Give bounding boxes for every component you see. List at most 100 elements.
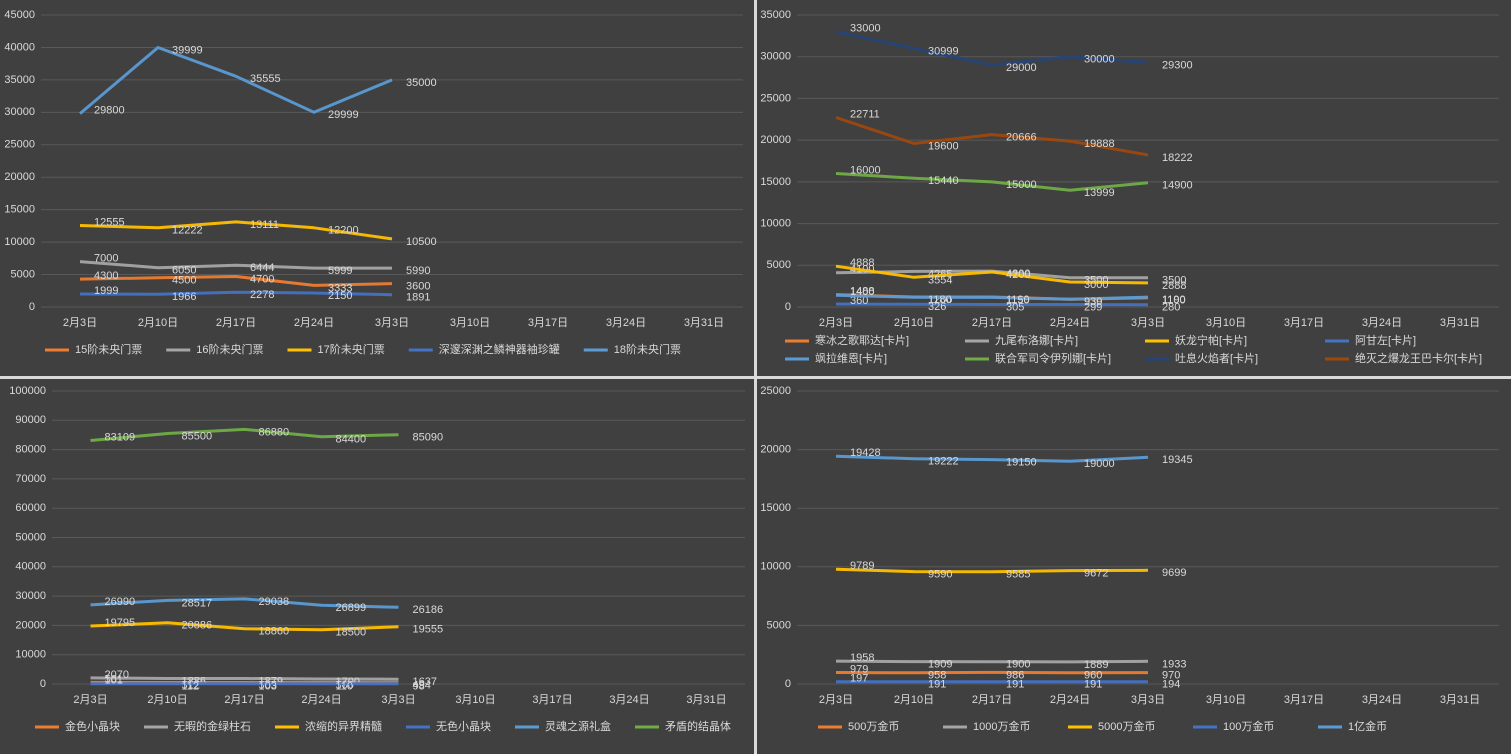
data-label: 12222 <box>172 225 203 237</box>
y-tick-label: 35000 <box>760 9 791 21</box>
data-label: 2888 <box>1162 280 1186 292</box>
data-label: 1190 <box>1162 294 1186 306</box>
legend-label: 17阶未央门票 <box>318 342 385 356</box>
data-label: 9585 <box>1006 569 1030 581</box>
data-label: 6050 <box>172 265 196 277</box>
data-label: 1100 <box>1162 295 1186 307</box>
series-line <box>835 567 1149 574</box>
legend-label: 妖龙宁帕[卡片] <box>1175 333 1247 347</box>
legend-label: 无色小晶块 <box>436 719 491 733</box>
data-label: 9699 <box>1162 567 1186 579</box>
data-label: 12200 <box>328 225 359 237</box>
legend-label: 阿甘左[卡片] <box>1355 334 1416 347</box>
data-label: 3333 <box>328 282 352 294</box>
series-line <box>90 621 399 632</box>
series-line <box>835 293 1149 301</box>
y-tick-label: 25000 <box>4 139 35 151</box>
legend-label: 18阶未央门票 <box>614 342 681 356</box>
data-label: 84400 <box>336 434 367 446</box>
y-tick-label: 0 <box>785 678 791 690</box>
data-label: 2150 <box>328 290 352 302</box>
data-label: 5999 <box>328 265 352 277</box>
data-label: 1958 <box>850 652 874 664</box>
x-tick-label: 3月10日 <box>1206 694 1246 706</box>
x-tick-label: 3月24日 <box>609 694 649 706</box>
data-label: 85500 <box>182 430 213 442</box>
data-label: 2278 <box>250 289 274 301</box>
y-tick-label: 15000 <box>760 176 791 188</box>
y-tick-label: 5000 <box>767 619 791 631</box>
legend-label: 无暇的金绿柱石 <box>174 719 251 733</box>
data-label: 10500 <box>406 236 437 248</box>
data-label: 30999 <box>928 45 959 57</box>
data-label: 979 <box>850 663 868 675</box>
data-label: 19345 <box>1162 454 1193 466</box>
series-line <box>79 46 393 115</box>
data-label: 33000 <box>850 23 881 35</box>
y-tick-label: 10000 <box>760 217 791 229</box>
data-label: 39999 <box>172 44 203 56</box>
x-tick-label: 3月17日 <box>1284 694 1324 706</box>
data-label: 35555 <box>250 73 281 85</box>
x-tick-label: 3月17日 <box>1284 317 1324 329</box>
legend-label: 寒冰之歌耶达[卡片] <box>815 333 909 347</box>
data-label: 13111 <box>250 219 279 231</box>
x-tick-label: 3月10日 <box>1206 317 1246 329</box>
series-line <box>90 427 399 442</box>
data-label: 3554 <box>928 274 952 286</box>
series-line <box>835 30 1149 67</box>
x-tick-label: 3月31日 <box>1440 317 1480 329</box>
data-label: 4300 <box>94 270 118 282</box>
data-label: 305 <box>1006 301 1024 313</box>
data-label: 6444 <box>250 262 274 274</box>
data-label: 1909 <box>928 659 952 671</box>
data-label: 29300 <box>1162 59 1193 71</box>
y-tick-label: 70000 <box>15 473 46 485</box>
legend-label: 联合军司令伊列娜[卡片] <box>995 351 1111 365</box>
x-tick-label: 3月31日 <box>1440 694 1480 706</box>
x-tick-label: 3月3日 <box>381 694 415 706</box>
data-label: 18860 <box>259 626 290 638</box>
data-label: 86880 <box>259 426 290 438</box>
legend-label: 灵魂之源礼盒 <box>545 719 611 733</box>
data-label: 26186 <box>413 604 444 616</box>
data-label: 4888 <box>850 257 874 269</box>
data-label: 15440 <box>928 175 959 187</box>
y-tick-label: 60000 <box>15 502 46 514</box>
data-label: 360 <box>850 295 868 307</box>
y-tick-label: 20000 <box>760 134 791 146</box>
x-tick-label: 2月17日 <box>972 694 1012 706</box>
data-label: 326 <box>928 301 946 313</box>
data-label: 191 <box>928 679 946 691</box>
y-tick-label: 45000 <box>4 9 35 21</box>
data-label: 12555 <box>94 216 125 228</box>
x-tick-label: 3月10日 <box>455 694 495 706</box>
data-label: 986 <box>1006 669 1024 681</box>
x-tick-label: 3月3日 <box>1131 694 1165 706</box>
y-tick-label: 20000 <box>4 171 35 183</box>
y-tick-label: 25000 <box>760 385 791 397</box>
y-tick-label: 15000 <box>760 502 791 514</box>
legend-label: 500万金币 <box>848 719 899 733</box>
series-line <box>835 302 1149 307</box>
series-line <box>835 659 1149 664</box>
data-label: 29800 <box>94 105 125 117</box>
x-tick-label: 3月31日 <box>686 694 726 706</box>
data-label: 103 <box>259 681 277 693</box>
data-label: 299 <box>1084 301 1102 313</box>
series-line <box>79 275 393 287</box>
data-label: 16000 <box>850 164 881 176</box>
legend-label: 5000万金币 <box>1098 719 1155 733</box>
x-tick-label: 3月17日 <box>528 317 568 329</box>
data-label: 9590 <box>928 569 952 581</box>
data-label: 5990 <box>406 265 430 277</box>
data-label: 1180 <box>928 294 952 306</box>
x-tick-label: 2月10日 <box>147 694 187 706</box>
y-tick-label: 80000 <box>15 444 46 456</box>
data-label: 1966 <box>172 291 196 303</box>
legend-label: 1亿金币 <box>1348 719 1387 733</box>
x-tick-label: 2月17日 <box>224 694 264 706</box>
legend-label: 吐息火焰者[卡片] <box>1175 351 1258 365</box>
data-label: 191 <box>1006 679 1024 691</box>
